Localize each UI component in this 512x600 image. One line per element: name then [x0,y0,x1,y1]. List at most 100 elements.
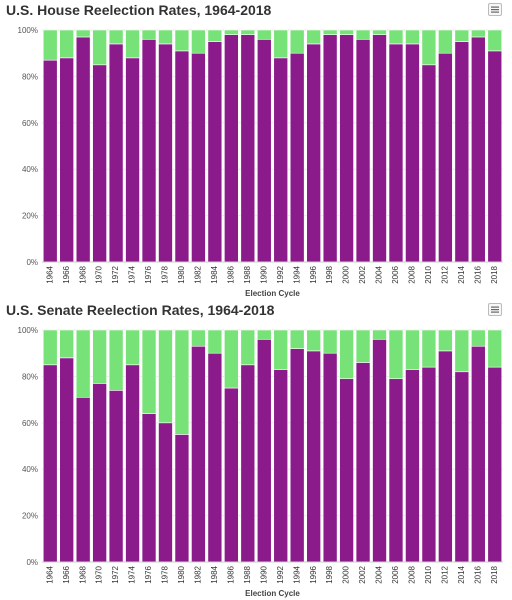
house-bar-remainder[interactable] [322,29,338,35]
senate-bar-reelected[interactable] [322,352,338,563]
senate-bar-remainder[interactable] [388,329,404,380]
house-bar-reelected[interactable] [224,34,239,263]
house-bar-remainder[interactable] [438,29,453,54]
house-bar-reelected[interactable] [125,57,140,263]
senate-bar-remainder[interactable] [339,329,354,380]
senate-chart-menu-button[interactable] [488,303,502,316]
house-bar-remainder[interactable] [372,29,387,35]
senate-bar-remainder[interactable] [174,329,190,435]
house-bar-reelected[interactable] [438,52,453,263]
house-bar-remainder[interactable] [256,29,272,40]
senate-bar-reelected[interactable] [405,369,420,563]
house-bar-remainder[interactable] [158,29,173,45]
senate-bar-remainder[interactable] [158,329,173,424]
senate-bar-reelected[interactable] [174,434,190,563]
house-bar-reelected[interactable] [306,43,321,263]
house-bar-reelected[interactable] [388,43,404,263]
senate-bar-remainder[interactable] [92,329,107,384]
senate-bar-remainder[interactable] [256,329,272,340]
house-bar-remainder[interactable] [75,29,91,38]
senate-bar-remainder[interactable] [240,329,256,366]
senate-bar-reelected[interactable] [454,371,470,563]
senate-bar-remainder[interactable] [108,329,124,391]
senate-bar-reelected[interactable] [224,387,239,563]
house-bar-reelected[interactable] [289,52,305,263]
senate-bar-remainder[interactable] [438,329,453,352]
senate-bar-reelected[interactable] [207,352,223,563]
senate-bar-reelected[interactable] [438,350,453,563]
house-bar-reelected[interactable] [59,57,74,263]
senate-bar-remainder[interactable] [75,329,91,398]
senate-bar-remainder[interactable] [207,329,223,354]
senate-bar-remainder[interactable] [421,329,437,368]
senate-bar-reelected[interactable] [487,366,503,563]
senate-bar-reelected[interactable] [372,338,387,563]
house-bar-remainder[interactable] [141,29,157,40]
house-bar-remainder[interactable] [92,29,107,66]
senate-bar-remainder[interactable] [224,329,239,389]
house-bar-reelected[interactable] [487,50,503,263]
senate-bar-reelected[interactable] [125,364,140,563]
house-bar-remainder[interactable] [108,29,124,45]
senate-bar-reelected[interactable] [42,364,58,563]
house-bar-remainder[interactable] [454,29,470,42]
house-bar-reelected[interactable] [372,34,387,263]
house-chart-menu-button[interactable] [488,3,502,16]
house-bar-reelected[interactable] [191,52,206,263]
house-bar-remainder[interactable] [421,29,437,66]
house-bar-remainder[interactable] [306,29,321,45]
senate-bar-reelected[interactable] [92,383,107,563]
senate-bar-remainder[interactable] [191,329,206,347]
house-bar-remainder[interactable] [289,29,305,54]
house-bar-reelected[interactable] [174,50,190,263]
senate-bar-remainder[interactable] [59,329,74,359]
house-bar-reelected[interactable] [355,38,371,263]
senate-bar-reelected[interactable] [158,422,173,563]
house-bar-remainder[interactable] [405,29,420,45]
house-bar-reelected[interactable] [92,64,107,263]
house-bar-remainder[interactable] [240,29,256,35]
senate-bar-reelected[interactable] [273,369,289,563]
senate-bar-remainder[interactable] [125,329,140,366]
senate-bar-reelected[interactable] [191,345,206,563]
house-bar-remainder[interactable] [174,29,190,52]
senate-bar-reelected[interactable] [355,362,371,563]
senate-bar-remainder[interactable] [405,329,420,370]
senate-bar-reelected[interactable] [388,378,404,563]
house-bar-reelected[interactable] [322,34,338,263]
house-bar-remainder[interactable] [339,29,354,35]
senate-bar-reelected[interactable] [339,378,354,563]
house-bar-remainder[interactable] [224,29,239,35]
senate-bar-remainder[interactable] [322,329,338,354]
house-bar-reelected[interactable] [421,64,437,263]
house-bar-reelected[interactable] [256,38,272,263]
house-bar-reelected[interactable] [405,43,420,263]
senate-bar-reelected[interactable] [289,348,305,563]
senate-bar-remainder[interactable] [372,329,387,340]
senate-bar-remainder[interactable] [454,329,470,373]
senate-bar-reelected[interactable] [471,345,486,563]
house-bar-reelected[interactable] [75,36,91,263]
house-bar-reelected[interactable] [158,43,173,263]
house-bar-reelected[interactable] [273,57,289,263]
senate-bar-reelected[interactable] [306,350,321,563]
house-bar-reelected[interactable] [108,43,124,263]
senate-bar-reelected[interactable] [108,390,124,563]
house-bar-reelected[interactable] [471,36,486,263]
house-bar-reelected[interactable] [339,34,354,263]
house-bar-remainder[interactable] [59,29,74,59]
house-bar-remainder[interactable] [191,29,206,54]
house-bar-remainder[interactable] [125,29,140,59]
senate-bar-reelected[interactable] [256,338,272,563]
senate-bar-reelected[interactable] [421,366,437,563]
house-bar-reelected[interactable] [240,34,256,263]
senate-bar-reelected[interactable] [240,364,256,563]
house-bar-reelected[interactable] [42,59,58,263]
senate-bar-remainder[interactable] [141,329,157,414]
senate-bar-reelected[interactable] [75,396,91,563]
house-bar-remainder[interactable] [487,29,503,52]
senate-bar-remainder[interactable] [355,329,371,363]
house-bar-reelected[interactable] [454,41,470,263]
senate-bar-remainder[interactable] [42,329,58,366]
house-bar-remainder[interactable] [42,29,58,61]
